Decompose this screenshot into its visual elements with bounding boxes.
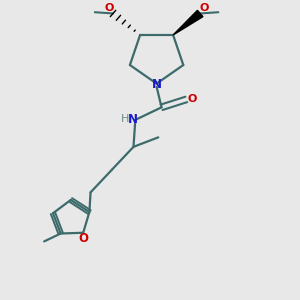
Text: N: N [128, 112, 137, 125]
Text: O: O [188, 94, 197, 104]
Text: N: N [152, 78, 162, 91]
Text: O: O [79, 232, 89, 245]
Polygon shape [173, 10, 203, 35]
Text: O: O [104, 3, 114, 14]
Text: O: O [200, 3, 209, 14]
Text: H: H [120, 114, 129, 124]
